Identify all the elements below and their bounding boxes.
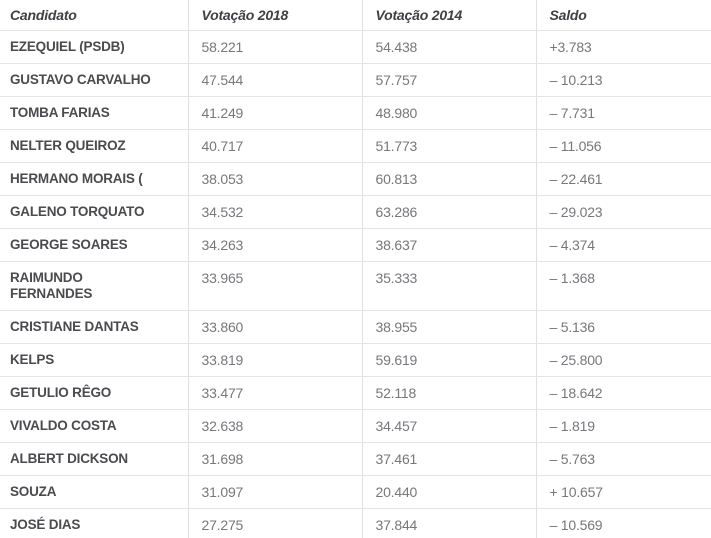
- table-row: CRISTIANE DANTAS 33.860 38.955– 5.136: [0, 310, 711, 344]
- votes-2018-cell: 58.221: [187, 30, 362, 64]
- votes-2014-cell: 59.619: [361, 343, 536, 377]
- candidate-name-cell: JOSÉ DIAS: [0, 508, 188, 538]
- column-header-votacao-2014: Votação 2014: [361, 0, 536, 31]
- table-row: JOSÉ DIAS 27.275 37.844– 10.569: [0, 508, 711, 538]
- saldo-cell: – 4.374: [535, 228, 711, 262]
- candidate-name-cell: VIVALDO COSTA: [0, 409, 188, 443]
- candidate-name-cell: KELPS: [0, 343, 188, 377]
- table-row: GUSTAVO CARVALHO 47.544 57.757– 10.213: [0, 63, 711, 97]
- candidate-name-cell: GUSTAVO CARVALHO: [0, 63, 188, 97]
- votes-2014-cell: 63.286: [361, 195, 536, 229]
- candidate-name-cell: GALENO TORQUATO: [0, 195, 188, 229]
- table-header: Candidato Votação 2018 Votação 2014 Sald…: [0, 0, 711, 31]
- votes-2018-cell: 34.532: [187, 195, 362, 229]
- column-header-saldo: Saldo: [535, 0, 711, 31]
- saldo-cell: – 29.023: [535, 195, 711, 229]
- votes-2018-cell: 47.544: [187, 63, 362, 97]
- table-row: KELPS 33.819 59.619– 25.800: [0, 343, 711, 377]
- votes-2018-cell: 38.053: [187, 162, 362, 196]
- saldo-cell: – 25.800: [535, 343, 711, 377]
- candidate-name-cell: GEORGE SOARES: [0, 228, 188, 262]
- votes-2014-cell: 37.844: [361, 508, 536, 538]
- votes-2018-cell: 27.275: [187, 508, 362, 538]
- candidate-name-cell: ALBERT DICKSON: [0, 442, 188, 476]
- votes-2018-cell: 32.638: [187, 409, 362, 443]
- votes-2014-cell: 35.333: [361, 261, 536, 311]
- votes-2018-cell: 41.249: [187, 96, 362, 130]
- saldo-cell: +3.783: [535, 30, 711, 64]
- saldo-cell: – 1.368: [535, 261, 711, 311]
- saldo-cell: – 7.731: [535, 96, 711, 130]
- candidate-name-cell: RAIMUNDO FERNANDES: [0, 261, 188, 311]
- table-row: VIVALDO COSTA 32.638 34.457– 1.819: [0, 409, 711, 443]
- table-row: NELTER QUEIROZ 40.717 51.773– 11.056: [0, 129, 711, 163]
- table-row: RAIMUNDO FERNANDES 33.965 35.333– 1.368: [0, 261, 711, 311]
- saldo-cell: – 22.461: [535, 162, 711, 196]
- votes-2014-cell: 38.955: [361, 310, 536, 344]
- votes-2018-cell: 31.698: [187, 442, 362, 476]
- saldo-cell: – 1.819: [535, 409, 711, 443]
- votes-2018-cell: 34.263: [187, 228, 362, 262]
- candidate-name-cell: GETULIO RÊGO: [0, 376, 188, 410]
- votes-2014-cell: 37.461: [361, 442, 536, 476]
- table-row: TOMBA FARIAS 41.249 48.980– 7.731: [0, 96, 711, 130]
- saldo-cell: – 10.569: [535, 508, 711, 538]
- votes-2014-cell: 57.757: [361, 63, 536, 97]
- table-row: EZEQUIEL (PSDB) 58.221 54.438 +3.783: [0, 30, 711, 64]
- saldo-cell: – 5.763: [535, 442, 711, 476]
- votes-2018-cell: 33.860: [187, 310, 362, 344]
- votes-2014-cell: 51.773: [361, 129, 536, 163]
- votes-2018-cell: 31.097: [187, 475, 362, 509]
- candidate-name-cell: CRISTIANE DANTAS: [0, 310, 188, 344]
- candidate-name-cell: TOMBA FARIAS: [0, 96, 188, 130]
- table-row: SOUZA 31.097 20.440 + 10.657: [0, 475, 711, 509]
- table-row: HERMANO MORAIS (38.053 60.813– 22.461: [0, 162, 711, 196]
- header-row: Candidato Votação 2018 Votação 2014 Sald…: [0, 0, 711, 31]
- table-body: EZEQUIEL (PSDB) 58.221 54.438 +3.783 GUSTAVO…: [0, 30, 711, 538]
- votes-2018-cell: 33.819: [187, 343, 362, 377]
- saldo-cell: – 10.213: [535, 63, 711, 97]
- candidate-name-cell: NELTER QUEIROZ: [0, 129, 188, 163]
- candidate-name-cell: SOUZA: [0, 475, 188, 509]
- table-row: ALBERT DICKSON 31.698 37.461– 5.763: [0, 442, 711, 476]
- candidate-name-cell: EZEQUIEL (PSDB): [0, 30, 188, 64]
- candidate-name-cell: HERMANO MORAIS (: [0, 162, 188, 196]
- votes-2014-cell: 60.813: [361, 162, 536, 196]
- saldo-cell: – 11.056: [535, 129, 711, 163]
- votes-2014-cell: 54.438: [361, 30, 536, 64]
- votes-2014-cell: 34.457: [361, 409, 536, 443]
- votes-2014-cell: 38.637: [361, 228, 536, 262]
- saldo-cell: + 10.657: [535, 475, 711, 509]
- saldo-cell: – 5.136: [535, 310, 711, 344]
- table-row: GEORGE SOARES 34.263 38.637– 4.374: [0, 228, 711, 262]
- column-header-votacao-2018: Votação 2018: [187, 0, 362, 31]
- table-row: GALENO TORQUATO 34.532 63.286– 29.023: [0, 195, 711, 229]
- column-header-candidato: Candidato: [0, 0, 188, 31]
- votes-2014-cell: 48.980: [361, 96, 536, 130]
- saldo-cell: – 18.642: [535, 376, 711, 410]
- table-row: GETULIO RÊGO 33.477 52.118– 18.642: [0, 376, 711, 410]
- votes-2018-cell: 40.717: [187, 129, 362, 163]
- votes-2014-cell: 20.440: [361, 475, 536, 509]
- votes-2018-cell: 33.965: [187, 261, 362, 311]
- votes-2018-cell: 33.477: [187, 376, 362, 410]
- votes-2014-cell: 52.118: [361, 376, 536, 410]
